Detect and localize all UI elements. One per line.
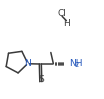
Text: 2: 2 — [75, 62, 79, 68]
Text: N: N — [24, 59, 31, 69]
Text: S: S — [38, 75, 44, 84]
Text: NH: NH — [69, 59, 82, 68]
Text: Cl: Cl — [58, 9, 66, 18]
Text: H: H — [63, 19, 70, 28]
